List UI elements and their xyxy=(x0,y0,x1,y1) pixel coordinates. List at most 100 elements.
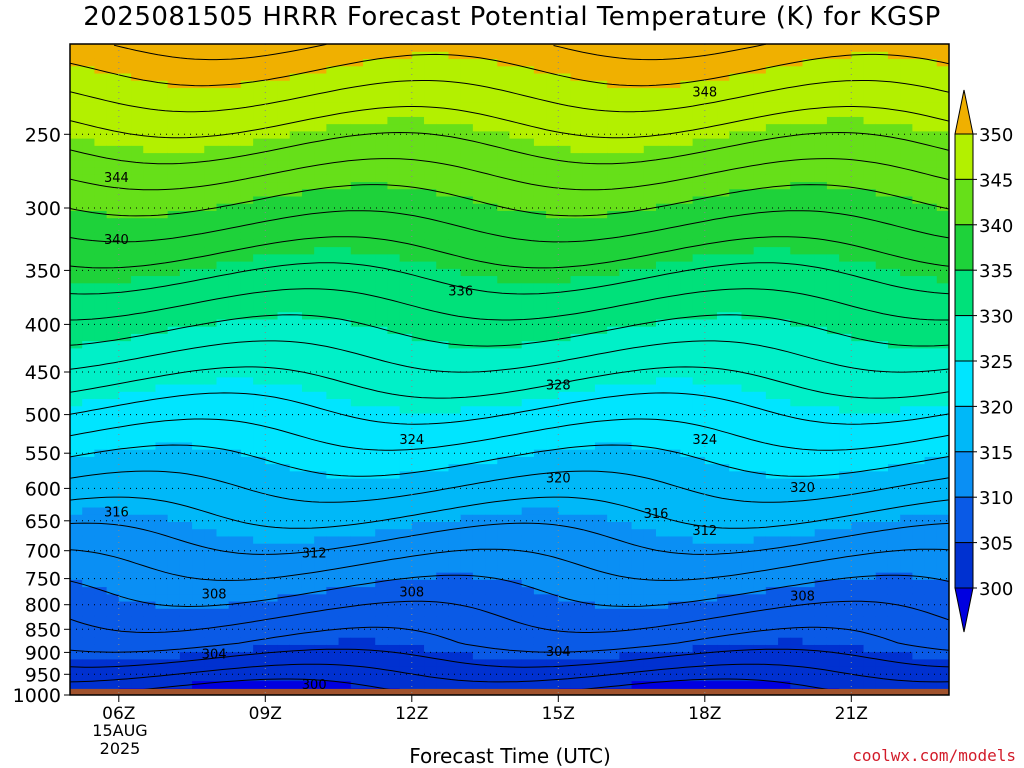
theta-band-cell xyxy=(607,333,620,342)
theta-band-cell xyxy=(204,521,218,530)
theta-band-cell xyxy=(472,579,486,588)
theta-band-cell xyxy=(338,383,352,392)
theta-band-cell xyxy=(240,579,254,588)
theta-band-cell xyxy=(399,159,413,168)
theta-band-cell xyxy=(155,586,169,595)
theta-band-cell xyxy=(594,463,608,472)
theta-band-cell xyxy=(619,478,633,486)
theta-band-cell xyxy=(179,333,193,342)
theta-band-cell xyxy=(643,58,657,67)
theta-band-cell xyxy=(387,405,401,414)
theta-band-cell xyxy=(692,615,706,624)
theta-band-cell xyxy=(656,297,669,305)
theta-band-cell xyxy=(582,391,596,400)
theta-band-cell xyxy=(265,608,279,617)
theta-band-cell xyxy=(460,51,474,60)
theta-band-cell xyxy=(375,535,389,544)
theta-band-cell xyxy=(216,499,230,508)
theta-band-cell xyxy=(350,94,364,103)
theta-band-cell xyxy=(375,666,389,674)
theta-band-cell xyxy=(289,203,303,211)
theta-band-cell xyxy=(546,456,559,465)
theta-band-cell xyxy=(460,166,474,175)
theta-band-cell xyxy=(253,427,266,436)
theta-band-cell xyxy=(411,123,425,132)
theta-band-cell xyxy=(277,514,291,522)
theta-band-cell xyxy=(631,557,645,566)
theta-band-cell xyxy=(546,528,559,537)
theta-band-cell xyxy=(521,65,535,74)
theta-band-cell xyxy=(167,420,181,428)
theta-band-cell xyxy=(411,261,425,269)
theta-band-cell xyxy=(350,65,364,74)
theta-band-cell xyxy=(546,210,559,219)
theta-band-cell xyxy=(692,318,706,327)
theta-band-cell xyxy=(448,174,462,183)
theta-band-cell xyxy=(301,51,315,60)
theta-band-cell xyxy=(717,557,730,566)
theta-band-cell xyxy=(338,550,352,559)
theta-band-cell xyxy=(387,412,401,421)
theta-band-cell xyxy=(192,535,205,544)
theta-band-cell xyxy=(240,644,254,653)
theta-band-cell xyxy=(533,391,547,400)
theta-band-cell xyxy=(143,485,157,494)
theta-band-cell xyxy=(570,362,584,371)
theta-band-cell xyxy=(106,44,120,52)
theta-band-cell xyxy=(509,412,523,421)
theta-band-cell xyxy=(643,311,657,320)
theta-band-cell xyxy=(448,420,462,428)
theta-band-cell xyxy=(253,369,266,378)
theta-band-cell xyxy=(265,579,279,588)
theta-band-cell xyxy=(521,398,535,407)
theta-band-cell xyxy=(338,644,352,653)
theta-band-cell xyxy=(179,116,193,125)
theta-band-cell xyxy=(155,326,169,334)
theta-band-cell xyxy=(668,224,682,233)
theta-band-cell xyxy=(228,499,242,508)
theta-band-cell xyxy=(582,123,596,132)
theta-band-cell xyxy=(228,572,242,580)
theta-band-cell xyxy=(289,412,303,421)
theta-band-cell xyxy=(460,586,474,595)
theta-band-cell xyxy=(656,282,669,291)
theta-band-cell xyxy=(143,58,157,67)
theta-band-cell xyxy=(607,101,620,110)
theta-band-cell xyxy=(582,376,596,385)
theta-band-cell xyxy=(656,506,669,515)
theta-band-cell xyxy=(387,65,401,74)
theta-band-cell xyxy=(253,181,266,190)
theta-band-cell xyxy=(668,318,682,327)
theta-band-cell xyxy=(350,347,364,356)
theta-band-cell xyxy=(82,666,96,674)
theta-band-cell xyxy=(558,362,572,371)
theta-band-cell xyxy=(656,181,669,190)
theta-band-cell xyxy=(582,666,596,674)
theta-band-cell xyxy=(424,109,437,117)
theta-band-cell xyxy=(399,391,413,400)
theta-band-cell xyxy=(387,246,401,255)
theta-band-cell xyxy=(216,355,230,363)
theta-band-cell xyxy=(668,666,682,674)
theta-band-cell xyxy=(509,405,523,414)
theta-band-cell xyxy=(582,304,596,313)
theta-band-cell xyxy=(338,123,352,132)
theta-band-cell xyxy=(448,629,462,638)
theta-band-cell xyxy=(216,138,230,146)
theta-band-cell xyxy=(424,101,437,110)
theta-band-cell xyxy=(240,658,254,667)
theta-band-cell xyxy=(680,608,694,617)
theta-band-cell xyxy=(375,130,389,139)
theta-band-cell xyxy=(643,499,657,508)
theta-band-cell xyxy=(472,355,486,363)
theta-band-cell xyxy=(106,174,120,183)
theta-band-cell xyxy=(546,340,559,349)
theta-band-cell xyxy=(509,658,523,667)
theta-band-cell xyxy=(179,651,193,660)
theta-band-cell xyxy=(692,224,706,233)
theta-band-cell xyxy=(692,145,706,154)
theta-band-cell xyxy=(656,333,669,342)
theta-band-cell xyxy=(143,116,157,125)
theta-band-cell xyxy=(314,195,327,204)
theta-band-cell xyxy=(143,65,157,74)
